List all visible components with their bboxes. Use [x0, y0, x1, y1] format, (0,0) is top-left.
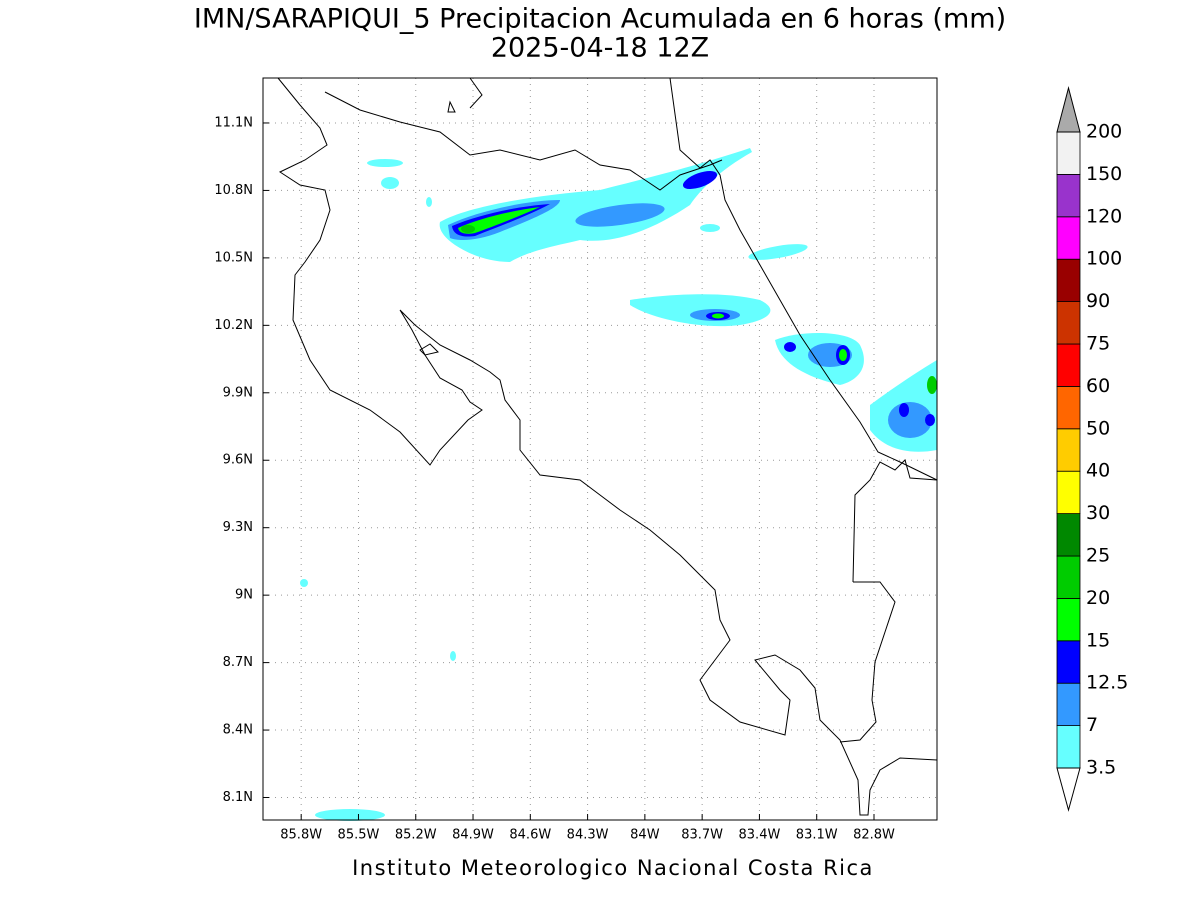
y-tick-label: 8.7N — [223, 655, 253, 670]
colorbar-over — [1056, 86, 1081, 133]
colorbar-box — [1056, 173, 1081, 218]
colorbar-box — [1056, 682, 1081, 727]
border-path — [469, 77, 483, 109]
colorbar-box — [1056, 598, 1081, 642]
colorbar-label: 150 — [1086, 163, 1122, 185]
x-tick-label: 85.5W — [338, 828, 380, 843]
colorbar-label: 3.5 — [1086, 757, 1116, 779]
colorbar: 3.5 7 12.5 15 20 25 30 40 50 60 75 90 100 120 150 200 — [1056, 86, 1128, 812]
colorbar-label: 60 — [1086, 375, 1110, 397]
colorbar-label: 7 — [1086, 714, 1098, 736]
colorbar-label: 200 — [1086, 121, 1122, 143]
precip-area — [315, 809, 385, 821]
precip-area — [784, 342, 796, 352]
precip-area — [426, 197, 432, 207]
y-tick-label: 10.2N — [214, 318, 253, 333]
map-footer: Instituto Meteorologico Nacional Costa R… — [352, 856, 874, 880]
colorbar-label: 90 — [1086, 290, 1110, 312]
y-tick-label: 10.5N — [214, 250, 253, 265]
x-tick-label: 83.1W — [796, 828, 838, 843]
colorbar-box — [1056, 428, 1081, 472]
y-tick-label: 9.6N — [223, 453, 253, 468]
y-tick-label: 9N — [235, 588, 253, 603]
precip-area — [925, 414, 935, 426]
colorbar-box — [1056, 385, 1081, 430]
precip-area — [461, 225, 475, 233]
border-path — [839, 581, 896, 743]
colorbar-label: 40 — [1086, 460, 1110, 482]
y-tick-label: 10.8N — [214, 183, 253, 198]
x-tick-label: 84.6W — [509, 828, 551, 843]
precip-area — [700, 224, 720, 232]
y-tick-label: 8.1N — [223, 790, 253, 805]
colorbar-label: 100 — [1086, 248, 1122, 270]
precip-area — [712, 313, 724, 319]
x-tick-label: 83.4W — [739, 828, 781, 843]
map-frame — [262, 77, 938, 821]
colorbar-box — [1056, 343, 1081, 387]
x-tick-label: 82.8W — [853, 828, 895, 843]
precip-area — [381, 177, 399, 189]
colorbar-label: 15 — [1086, 629, 1110, 651]
colorbar-label: 25 — [1086, 545, 1110, 567]
colorbar-box — [1056, 301, 1081, 345]
x-tick-label: 85.8W — [280, 828, 322, 843]
colorbar-label: 12.5 — [1086, 672, 1128, 694]
map-title: IMN/SARAPIQUI_5 Precipitacion Acumulada … — [194, 4, 1006, 35]
precip-area — [927, 376, 937, 394]
island-path — [419, 343, 439, 356]
colorbar-box — [1056, 725, 1081, 769]
precip-area — [450, 651, 456, 661]
colorbar-box — [1056, 131, 1081, 175]
precip-area — [899, 403, 909, 417]
colorbar-label: 30 — [1086, 502, 1110, 524]
map-subtitle: 2025-04-18 12Z — [491, 33, 709, 64]
y-tick-label: 9.9N — [223, 385, 253, 400]
precip-area — [575, 203, 665, 227]
colorbar-label: 120 — [1086, 205, 1122, 227]
precip-area — [439, 148, 752, 262]
colorbar-box — [1056, 513, 1081, 557]
x-tick-label: 84.9W — [452, 828, 494, 843]
coastline-path — [669, 77, 938, 481]
border-path — [324, 91, 723, 191]
grid — [263, 78, 937, 820]
colorbar-box — [1056, 258, 1081, 303]
coastline — [277, 77, 938, 816]
precip-area — [458, 207, 540, 234]
colorbar-label: 50 — [1086, 417, 1110, 439]
precip-area — [839, 349, 847, 361]
y-tick-label: 9.3N — [223, 520, 253, 535]
colorbar-under — [1056, 767, 1081, 812]
coastline-path — [277, 77, 938, 816]
x-tick-label: 84W — [630, 828, 660, 843]
y-tick-label: 8.4N — [223, 723, 253, 738]
precip-area — [682, 170, 718, 190]
colorbar-box — [1056, 640, 1081, 684]
precip-area — [888, 402, 932, 438]
precipitation — [300, 148, 937, 821]
precip-area — [300, 579, 308, 587]
x-tick-label: 83.7W — [681, 828, 723, 843]
colorbar-box — [1056, 555, 1081, 599]
colorbar-box — [1056, 470, 1081, 515]
colorbar-box — [1056, 216, 1081, 260]
island-path — [447, 100, 456, 113]
colorbar-label: 75 — [1086, 333, 1110, 355]
precip-area — [748, 244, 808, 260]
border-path — [852, 459, 938, 583]
x-tick-label: 85.2W — [395, 828, 437, 843]
colorbar-label: 20 — [1086, 587, 1110, 609]
y-tick-label: 11.1N — [214, 115, 253, 130]
precip-area — [367, 159, 403, 167]
x-tick-label: 84.3W — [567, 828, 609, 843]
